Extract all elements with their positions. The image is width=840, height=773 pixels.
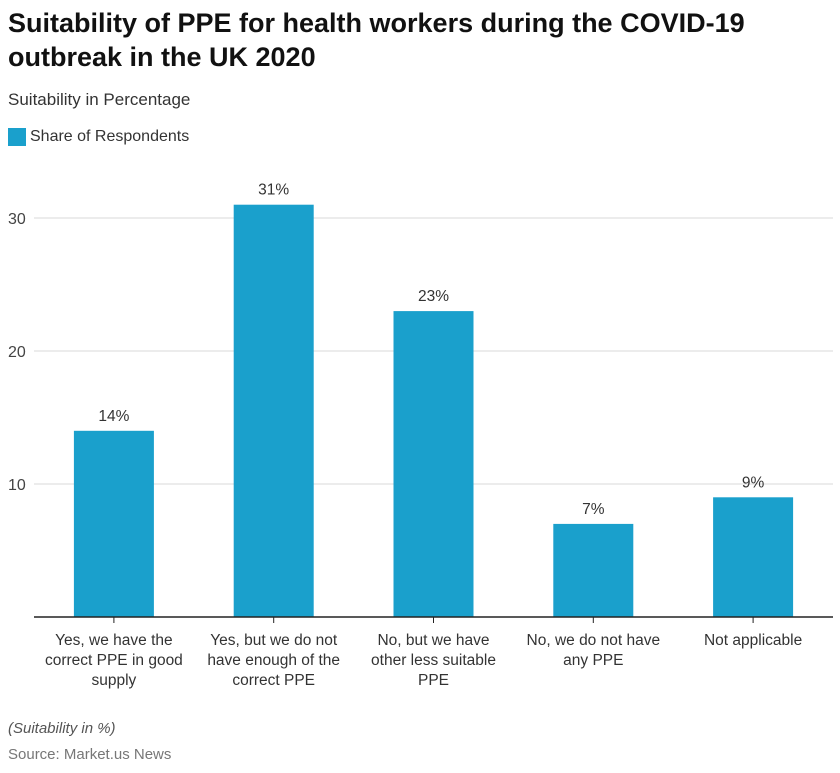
y-tick-label: 10 bbox=[8, 477, 26, 494]
chart-note: (Suitability in %) bbox=[8, 720, 116, 737]
x-tick-label: Not applicable bbox=[703, 632, 803, 649]
legend-label: Share of Respondents bbox=[30, 128, 190, 145]
x-tick-label: Yes, we have the correct PPE in good sup… bbox=[44, 632, 183, 689]
x-tick-label: No, we do not have any PPE bbox=[526, 632, 661, 669]
bar bbox=[393, 311, 474, 617]
legend-swatch bbox=[8, 128, 26, 146]
bar bbox=[73, 430, 154, 617]
chart-source: Source: Market.us News bbox=[8, 746, 172, 763]
data-label: 7% bbox=[582, 501, 605, 518]
y-tick-label: 30 bbox=[8, 211, 26, 228]
bar bbox=[713, 497, 794, 617]
x-tick-label: No, but we have other less suitable PPE bbox=[371, 632, 496, 689]
data-label: 31% bbox=[258, 182, 289, 199]
chart-title: Suitability of PPE for health workers du… bbox=[8, 8, 745, 72]
legend: Share of Respondents bbox=[8, 128, 189, 146]
data-label: 23% bbox=[418, 288, 449, 305]
data-label: 9% bbox=[742, 474, 765, 491]
x-tick-label: Yes, but we do not have enough of the co… bbox=[207, 632, 341, 689]
data-label: 14% bbox=[98, 408, 129, 425]
y-tick-label: 20 bbox=[8, 344, 26, 361]
chart-subtitle: Suitability in Percentage bbox=[8, 90, 191, 109]
bar bbox=[233, 204, 314, 617]
bar bbox=[553, 523, 634, 617]
